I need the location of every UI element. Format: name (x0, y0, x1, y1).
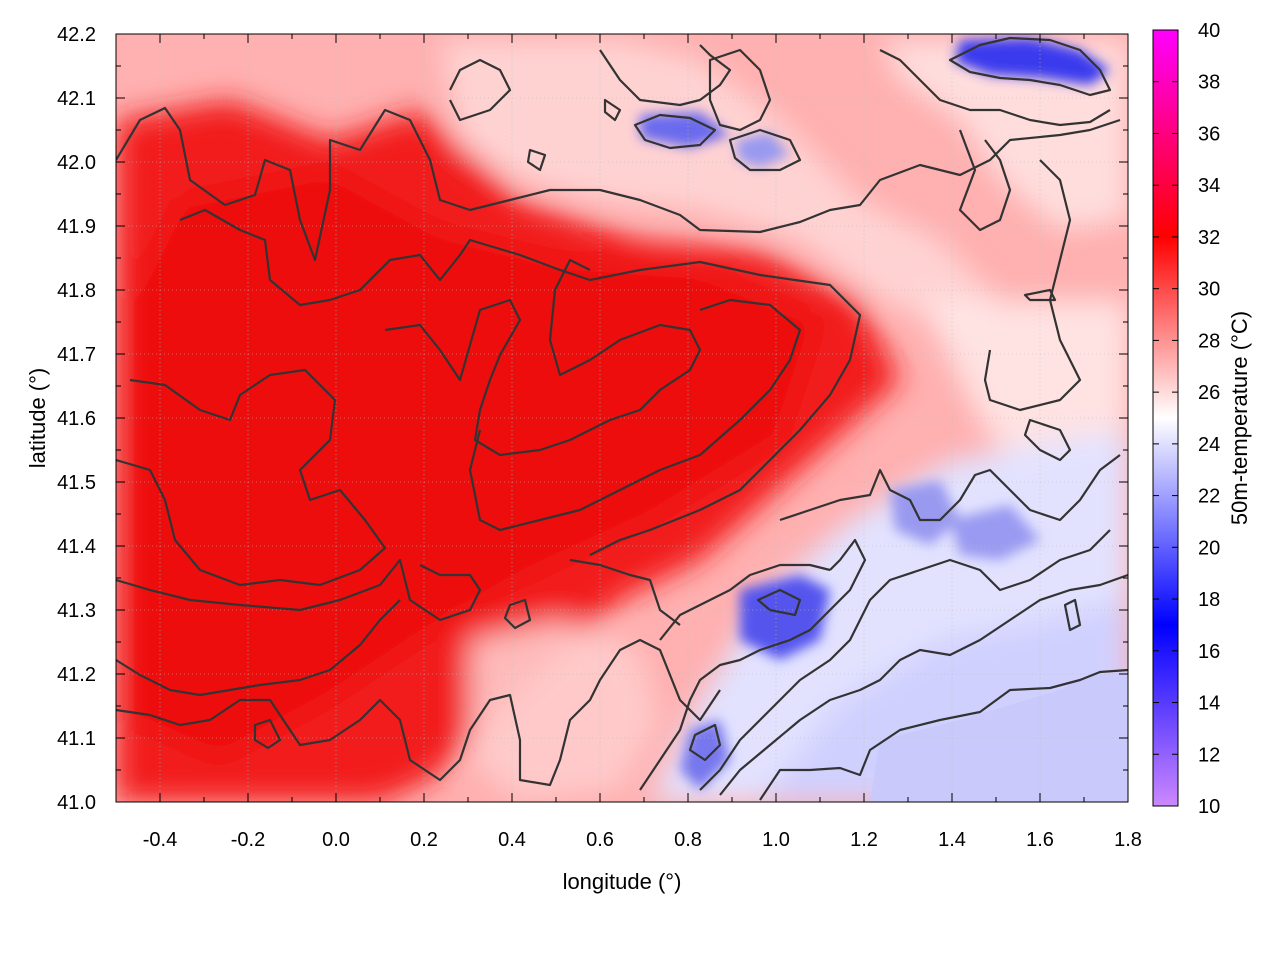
contour-line (958, 129, 1012, 232)
y-tick-label: 41.5 (57, 472, 96, 494)
contour-line (728, 128, 802, 172)
y-tick-label: 41.9 (57, 216, 96, 238)
y-tick-label: 42.2 (57, 24, 96, 46)
colorbar-tick-label: 28 (1198, 330, 1220, 352)
contour-line (688, 723, 722, 762)
x-tick-label: 1.6 (1026, 829, 1054, 851)
contour-line (639, 538, 867, 791)
temperature-field (116, 34, 1128, 802)
y-tick-label: 42.1 (57, 88, 96, 110)
contour-line (779, 454, 1121, 522)
contour-line (1063, 598, 1082, 632)
contour-line (116, 106, 1121, 262)
x-tick-label: 1.0 (762, 829, 790, 851)
grid-lines (116, 34, 1128, 802)
x-tick-label: 0.8 (674, 829, 702, 851)
contour-line (384, 258, 702, 457)
contour-line (116, 638, 721, 787)
contour-line (179, 208, 862, 556)
x-tick-label: 0.0 (322, 829, 350, 851)
contour-line (599, 44, 732, 107)
colorbar-tick-label: 34 (1198, 175, 1220, 197)
contour-line (526, 148, 547, 172)
y-tick-label: 41.0 (57, 792, 96, 814)
y-tick-label: 41.1 (57, 728, 96, 750)
colorbar-tick-label: 36 (1198, 123, 1220, 145)
contour-line (699, 529, 1111, 791)
contour-line (948, 36, 1112, 97)
x-tick-label: 1.2 (850, 829, 878, 851)
contour-line (633, 113, 717, 150)
x-tick-label: 1.4 (938, 829, 966, 851)
contour-line (1023, 288, 1057, 302)
colorbar-gradient (1152, 29, 1179, 807)
contour-line (983, 159, 1082, 412)
y-tick-label: 41.8 (57, 280, 96, 302)
colorbar-tick-label: 22 (1198, 486, 1220, 508)
contour-line (879, 49, 1111, 127)
colorbar-tick-label: 16 (1198, 641, 1220, 663)
contour-line (503, 598, 532, 630)
colorbar-tick-label: 40 (1198, 20, 1220, 42)
colorbar-tick-label: 26 (1198, 382, 1220, 404)
colorbar-ticks: 10 12 14 16 18 20 22 24 26 28 30 32 34 36 38 40 (1153, 20, 1220, 818)
colorbar-tick-label: 10 (1198, 796, 1220, 818)
contour-line (449, 58, 512, 122)
y-axis-label: latitude (°) (25, 368, 50, 469)
colorbar-tick-label: 30 (1198, 279, 1220, 301)
contour-line (1023, 418, 1072, 462)
contour-line (659, 563, 831, 641)
y-tick-label: 41.4 (57, 536, 96, 558)
contour-line (719, 573, 1128, 796)
colorbar-tick-label: 20 (1198, 537, 1220, 559)
y-axis: 41.0 41.1 41.2 41.3 41.4 41.5 41.6 41.7 41.8 41.9… (57, 24, 1128, 814)
contour-line (116, 599, 401, 697)
contour-lines (116, 36, 1128, 801)
x-axis: -0.4 -0.2 0.0 0.2 0.4 0.6 0.8 1.0 1.2 1.4 1.6 1.8 (115, 34, 1142, 851)
y-tick-label: 41.6 (57, 408, 96, 430)
y-tick-label: 41.3 (57, 600, 96, 622)
x-tick-label: -0.4 (143, 829, 177, 851)
colorbar-tick-label: 24 (1198, 434, 1220, 456)
contour-line (603, 98, 622, 122)
colorbar-tick-label: 38 (1198, 72, 1220, 94)
x-tick-label: 0.4 (498, 829, 526, 851)
colorbar: 10 12 14 16 18 20 22 24 26 28 30 32 34 36 38 40 50m-tem… (1152, 20, 1252, 818)
colorbar-tick-label: 32 (1198, 227, 1220, 249)
x-tick-label: -0.2 (231, 829, 265, 851)
contour-line (253, 718, 282, 750)
y-tick-label: 41.2 (57, 664, 96, 686)
contour-line (708, 48, 772, 132)
colorbar-tick-label: 12 (1198, 744, 1220, 766)
y-tick-label: 42.0 (57, 152, 96, 174)
x-tick-label: 0.6 (586, 829, 614, 851)
contour-line (116, 368, 387, 587)
colorbar-tick-label: 14 (1198, 693, 1220, 715)
contour-line (116, 558, 482, 622)
contour-line (759, 668, 1128, 801)
y-tick-label: 41.7 (57, 344, 96, 366)
colorbar-label: 50m-temperature (°C) (1227, 311, 1252, 525)
contour-line (569, 558, 681, 626)
x-tick-label: 0.2 (410, 829, 438, 851)
colorbar-tick-label: 18 (1198, 589, 1220, 611)
x-tick-label: 1.8 (1114, 829, 1142, 851)
contour-line (756, 588, 802, 617)
contour-line (468, 298, 802, 532)
x-axis-label: longitude (°) (563, 869, 682, 894)
